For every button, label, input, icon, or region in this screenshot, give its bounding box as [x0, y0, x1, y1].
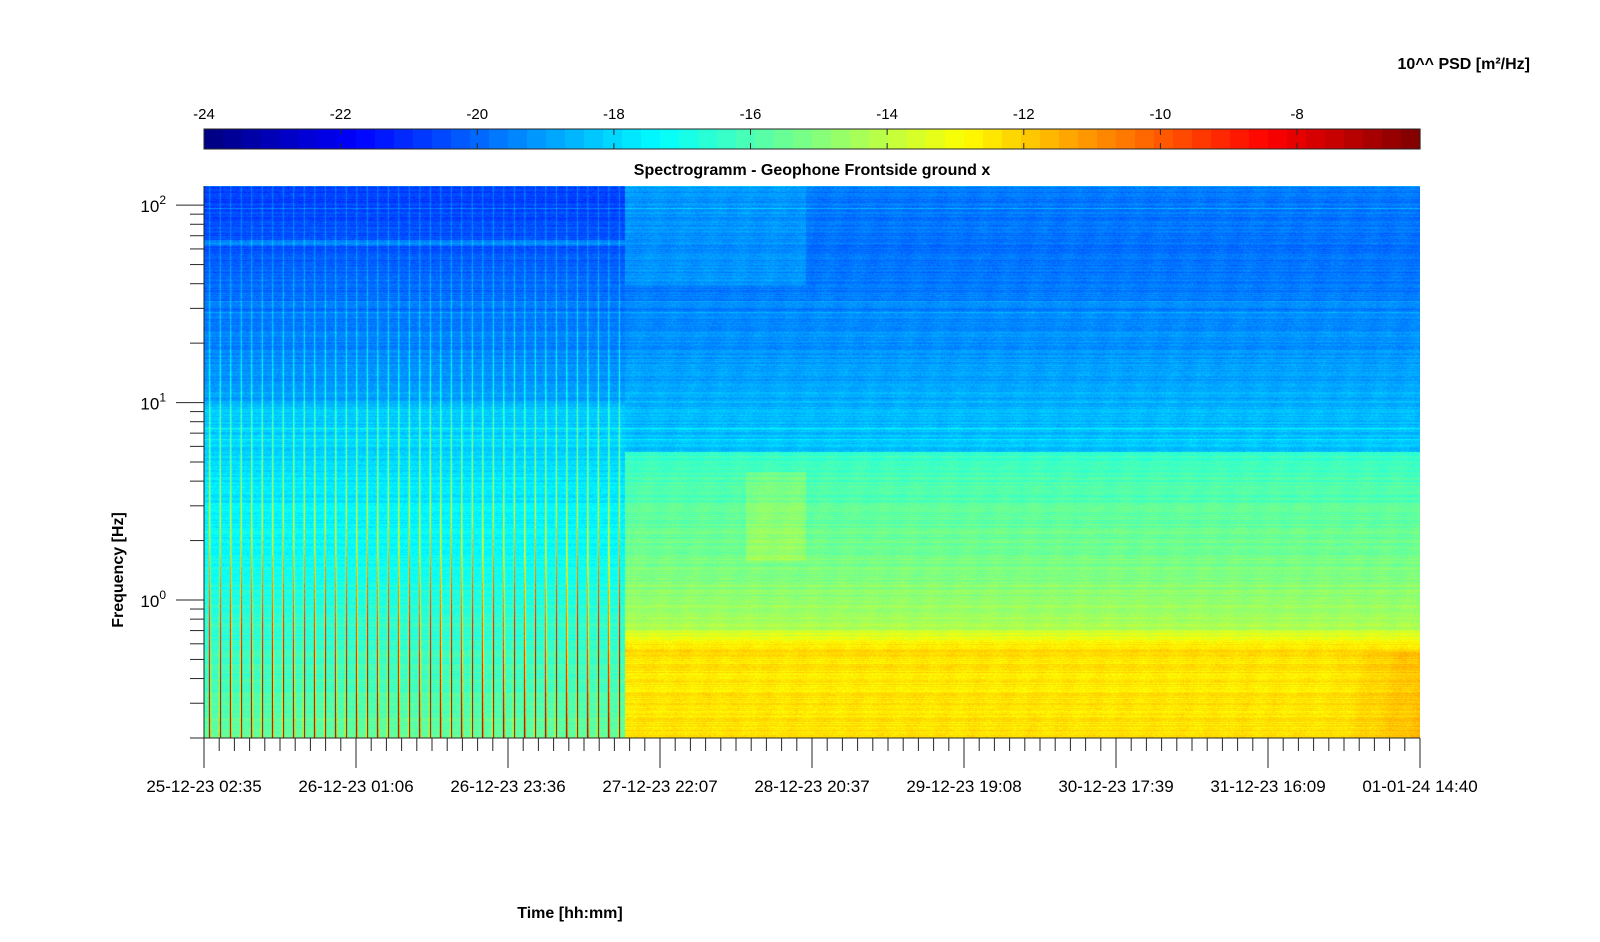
- colorbar-step: [831, 129, 851, 149]
- colorbar-step: [1325, 129, 1345, 149]
- colorbar-step: [793, 129, 813, 149]
- x-tick-label: 29-12-23 19:08: [906, 777, 1021, 796]
- colorbar-step: [1192, 129, 1212, 149]
- colorbar-step: [888, 129, 908, 149]
- colorbar-step: [1078, 129, 1098, 149]
- colorbar-step: [1382, 129, 1402, 149]
- colorbar-step: [1059, 129, 1079, 149]
- colorbar-step: [1097, 129, 1117, 149]
- colorbar: -24 -22 -20 -18 -16 -14 -12 -10 -8 10^^ PSD [m²/…: [193, 56, 1530, 150]
- colorbar-step: [1344, 129, 1364, 149]
- colorbar-step: [394, 129, 414, 149]
- colorbar-step: [337, 129, 357, 149]
- colorbar-step: [603, 129, 623, 149]
- x-axis-label: Time [hh:mm]: [517, 905, 622, 922]
- colorbar-ticks: -24 -22 -20 -18 -16 -14 -12 -10 -8: [193, 106, 1304, 149]
- colorbar-step: [299, 129, 319, 149]
- colorbar-step: [1211, 129, 1231, 149]
- colorbar-tick-label: -10: [1150, 106, 1172, 123]
- colorbar-step: [1268, 129, 1288, 149]
- colorbar-step: [413, 129, 433, 149]
- colorbar-step: [1154, 129, 1174, 149]
- colorbar-step: [1249, 129, 1269, 149]
- colorbar-step: [1230, 129, 1250, 149]
- colorbar-tick-label: -18: [603, 106, 625, 123]
- colorbar-step: [907, 129, 927, 149]
- colorbar-tick-label: -12: [1013, 106, 1035, 123]
- colorbar-step: [698, 129, 718, 149]
- colorbar-step: [223, 129, 243, 149]
- colorbar-step: [641, 129, 661, 149]
- colorbar-step: [1116, 129, 1136, 149]
- colorbar-step: [812, 129, 832, 149]
- x-tick-label: 01-01-24 14:40: [1362, 777, 1477, 796]
- colorbar-step: [717, 129, 737, 149]
- colorbar-step: [1401, 129, 1421, 149]
- colorbar-step: [622, 129, 642, 149]
- y-axis-label: Frequency [Hz]: [110, 512, 127, 628]
- colorbar-step: [1173, 129, 1193, 149]
- colorbar-tick-label: -20: [466, 106, 488, 123]
- colorbar-gradient: [204, 129, 1421, 149]
- colorbar-step: [280, 129, 300, 149]
- colorbar-step: [318, 129, 338, 149]
- chart-title: Spectrogramm - Geophone Frontside ground…: [634, 162, 991, 179]
- colorbar-step: [204, 129, 224, 149]
- colorbar-step: [375, 129, 395, 149]
- colorbar-step: [945, 129, 965, 149]
- colorbar-step: [242, 129, 262, 149]
- colorbar-step: [470, 129, 490, 149]
- colorbar-step: [261, 129, 281, 149]
- x-tick-label: 26-12-23 23:36: [450, 777, 565, 796]
- x-tick-label: 27-12-23 22:07: [602, 777, 717, 796]
- colorbar-step: [1021, 129, 1041, 149]
- colorbar-step: [1002, 129, 1022, 149]
- y-tick-label: 100: [140, 588, 166, 611]
- colorbar-step: [983, 129, 1003, 149]
- colorbar-step: [451, 129, 471, 149]
- colorbar-step: [565, 129, 585, 149]
- colorbar-tick-label: -16: [740, 106, 762, 123]
- y-axis-ticks: 100 101 102: [140, 193, 204, 739]
- colorbar-step: [926, 129, 946, 149]
- colorbar-step: [489, 129, 509, 149]
- y-tick-label: 102: [140, 193, 166, 216]
- colorbar-step: [736, 129, 756, 149]
- colorbar-tick-label: -24: [193, 106, 215, 123]
- plot-area: [203, 186, 1420, 739]
- colorbar-tick-label: -14: [876, 106, 898, 123]
- colorbar-step: [1306, 129, 1326, 149]
- y-tick-label: 101: [140, 391, 166, 414]
- colorbar-tick-label: -8: [1290, 106, 1303, 123]
- colorbar-step: [1135, 129, 1155, 149]
- colorbar-step: [546, 129, 566, 149]
- colorbar-step: [1040, 129, 1060, 149]
- colorbar-step: [356, 129, 376, 149]
- colorbar-step: [508, 129, 528, 149]
- x-tick-label: 30-12-23 17:39: [1058, 777, 1173, 796]
- colorbar-step: [850, 129, 870, 149]
- colorbar-step: [869, 129, 889, 149]
- x-tick-label: 28-12-23 20:37: [754, 777, 869, 796]
- x-axis-ticks: 25-12-23 02:35 26-12-23 01:06 26-12-23 23:…: [146, 738, 1478, 796]
- colorbar-step: [964, 129, 984, 149]
- colorbar-step: [660, 129, 680, 149]
- colorbar-step: [584, 129, 604, 149]
- colorbar-step: [1287, 129, 1307, 149]
- x-tick-label: 31-12-23 16:09: [1210, 777, 1325, 796]
- colorbar-step: [1363, 129, 1383, 149]
- colorbar-tick-label: -22: [330, 106, 352, 123]
- colorbar-step: [774, 129, 794, 149]
- spectrogram-heatmap: [204, 186, 1420, 738]
- colorbar-label: 10^^ PSD [m²/Hz]: [1398, 56, 1530, 73]
- colorbar-step: [679, 129, 699, 149]
- x-tick-label: 26-12-23 01:06: [298, 777, 413, 796]
- colorbar-step: [755, 129, 775, 149]
- colorbar-step: [527, 129, 547, 149]
- colorbar-step: [432, 129, 452, 149]
- x-tick-label: 25-12-23 02:35: [146, 777, 261, 796]
